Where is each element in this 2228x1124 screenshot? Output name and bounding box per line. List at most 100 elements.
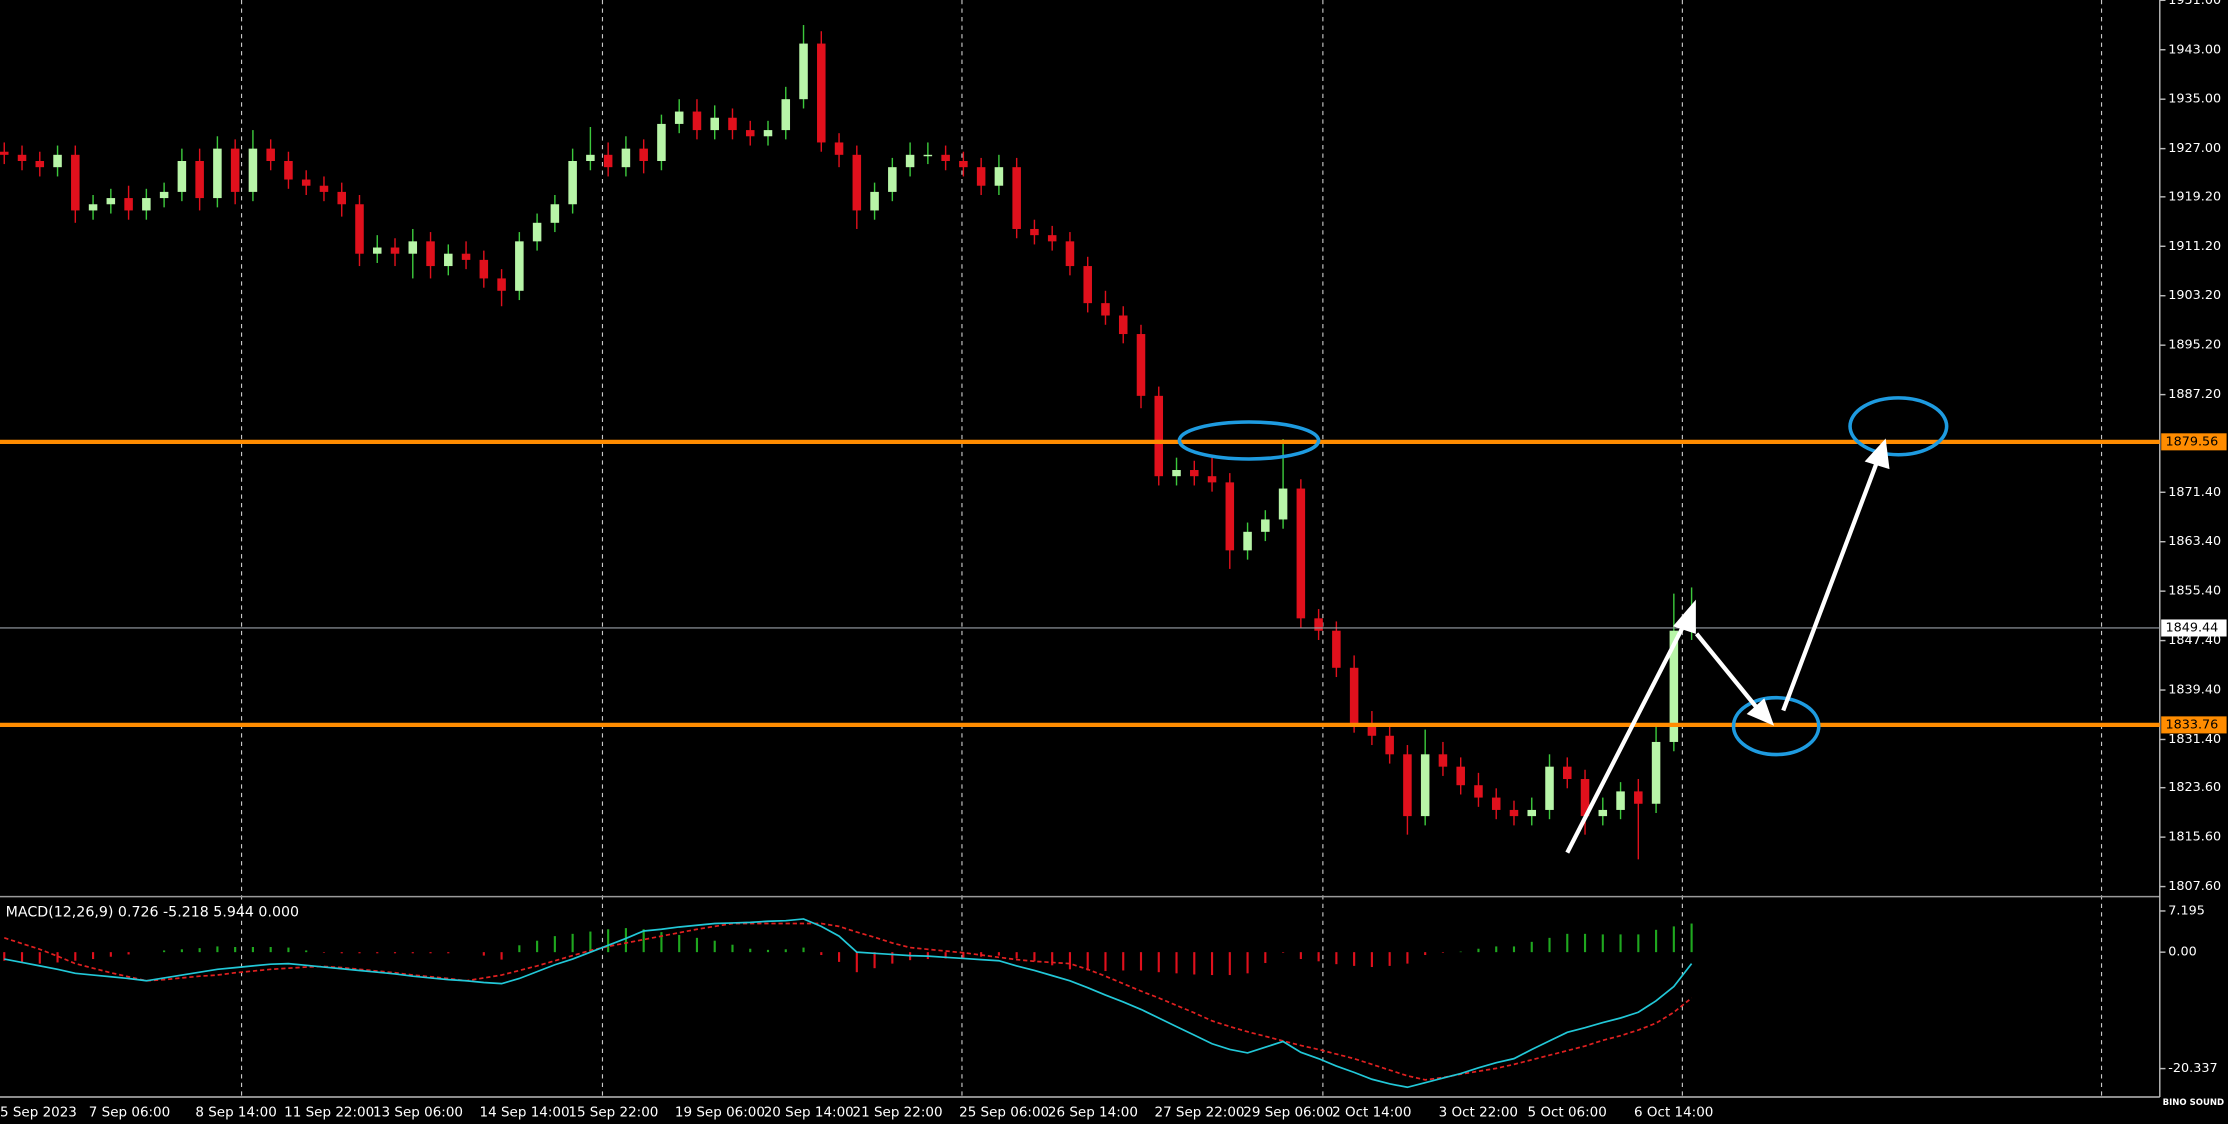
arrow-line: [1565, 621, 1688, 854]
y-tick-label: 1871.40: [2168, 485, 2221, 500]
candle-body: [1101, 303, 1110, 316]
y-tick-label: 1935.00: [2168, 92, 2221, 107]
y-tick-label: 1847.40: [2168, 633, 2221, 648]
candle-body: [657, 123, 666, 161]
candle-body: [1474, 785, 1483, 798]
candle-body: [248, 148, 258, 192]
candle-body: [763, 130, 773, 137]
candle-body: [372, 247, 382, 254]
candle-body: [692, 111, 702, 131]
candle-body: [1385, 735, 1394, 755]
x-tick-label: 25 Sep 06:00: [959, 1105, 1049, 1121]
candle-body: [621, 148, 631, 168]
candle-body: [266, 148, 275, 161]
x-tick-label: 26 Sep 14:00: [1048, 1105, 1138, 1121]
candle-body: [106, 198, 116, 205]
candle-body: [1563, 766, 1572, 780]
candle-body: [888, 167, 897, 192]
candle-body: [799, 43, 808, 100]
candle-body: [639, 148, 648, 161]
x-tick-label: 29 Sep 06:00: [1243, 1105, 1333, 1121]
x-tick-label: 20 Sep 14:00: [764, 1105, 854, 1121]
candle-body: [710, 117, 719, 131]
price-box-label: 1849.44: [2165, 620, 2218, 635]
candle-body: [444, 253, 453, 267]
candle-body: [426, 241, 435, 267]
candle-body: [1118, 315, 1128, 335]
candle-body: [0, 151, 9, 155]
watermark: BINO SOUND: [2163, 1098, 2224, 1108]
candle-body: [1314, 618, 1323, 631]
y-tick-label: 1823.60: [2168, 780, 2221, 795]
candle-body: [905, 154, 915, 168]
candle-body: [1243, 531, 1252, 551]
candle-body: [1207, 476, 1217, 483]
highlight-ellipse: [1848, 396, 1949, 457]
y-tick-label: 1895.20: [2168, 338, 2221, 353]
price-box: [2161, 433, 2227, 451]
highlight-ellipse: [1177, 420, 1321, 461]
arrow-head: [1673, 599, 1696, 634]
candle-body: [461, 253, 471, 260]
annotations: [1177, 396, 1949, 854]
candle-body: [53, 154, 62, 168]
signal-line: [4, 922, 1693, 1081]
candle-body: [1367, 723, 1377, 736]
price-box: [2161, 619, 2227, 637]
candle-body: [941, 154, 950, 161]
candle-body: [319, 185, 329, 192]
candle-body: [550, 204, 560, 223]
candle-body: [852, 154, 862, 211]
candle-body: [1349, 667, 1359, 724]
y-tick-label: 1831.40: [2168, 732, 2221, 747]
candle-body: [497, 278, 506, 291]
highlight-ellipse: [1731, 695, 1821, 757]
candle-body: [674, 111, 684, 124]
arrow-head: [1746, 698, 1775, 726]
candle-body: [284, 160, 293, 180]
x-tick-label: 7 Sep 06:00: [89, 1105, 170, 1121]
candle-body: [88, 204, 98, 211]
candle-body: [1509, 809, 1519, 817]
time-grid: [240, 0, 2103, 1098]
candle-body: [17, 154, 27, 161]
candle-body: [1296, 488, 1306, 619]
arrow-line: [1781, 461, 1880, 712]
x-tick-label: 8 Sep 14:00: [195, 1105, 276, 1121]
candle-body: [1420, 754, 1430, 817]
candle-body: [1669, 630, 1679, 742]
candle-body: [355, 204, 364, 254]
candle-body: [1278, 488, 1288, 520]
candle-body: [1083, 266, 1092, 304]
candle-body: [1456, 766, 1465, 786]
candle-body: [817, 43, 826, 143]
candle-body: [994, 167, 1004, 186]
candle-body: [532, 222, 542, 242]
y-tick-label: 1863.40: [2168, 534, 2221, 549]
x-tick-label: 19 Sep 06:00: [675, 1105, 765, 1121]
candle-body: [870, 191, 879, 211]
candle-body: [1598, 809, 1608, 817]
candle-body: [124, 198, 133, 211]
candle-body: [159, 191, 169, 199]
candle-body: [71, 154, 80, 211]
y-tick-label: 0.00: [2168, 945, 2196, 960]
y-tick-label: 1903.20: [2168, 288, 2221, 303]
candle-body: [1651, 741, 1661, 804]
candle-body: [195, 160, 204, 199]
candle-body: [1154, 395, 1164, 477]
candle-body: [1172, 470, 1181, 477]
candle-body: [568, 160, 577, 205]
y-tick-label: 1807.60: [2168, 879, 2221, 894]
candle-body: [390, 247, 400, 254]
candle-body: [35, 160, 45, 168]
y-tick-label: 1919.20: [2168, 189, 2221, 204]
candle-body: [515, 241, 524, 291]
candle-body: [1616, 791, 1625, 810]
candle-body: [923, 154, 933, 157]
candle-body: [301, 179, 311, 186]
candle-body: [1030, 228, 1039, 236]
price-box: [2161, 716, 2227, 734]
